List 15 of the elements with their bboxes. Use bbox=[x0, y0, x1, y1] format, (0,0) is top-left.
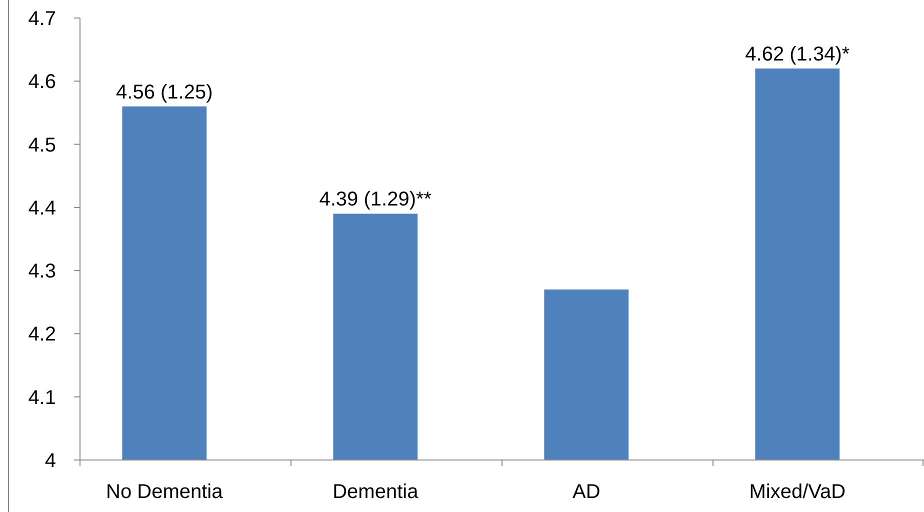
y-tick-label: 4.6 bbox=[28, 71, 56, 94]
y-tick-label: 4.1 bbox=[28, 386, 56, 409]
x-tick-label: Mixed/VaD bbox=[749, 481, 846, 503]
y-tick-label: 4.4 bbox=[28, 197, 56, 220]
y-tick-label: 4.7 bbox=[28, 8, 56, 30]
y-tick-label: 4.5 bbox=[28, 134, 56, 156]
data-label: 4.39 (1.29)** bbox=[319, 188, 432, 211]
x-tick-label: Dementia bbox=[332, 481, 420, 503]
x-tick-label: AD bbox=[572, 481, 600, 503]
y-tick-label: 4.3 bbox=[28, 260, 56, 283]
data-label: 4.62 (1.34)* bbox=[745, 44, 850, 66]
y-tick-label: 4.2 bbox=[28, 324, 56, 346]
y-tick-label: 4 bbox=[44, 450, 56, 472]
x-tick-label: No Dementia bbox=[106, 481, 224, 503]
data-label: 4.56 (1.25) bbox=[116, 81, 213, 104]
